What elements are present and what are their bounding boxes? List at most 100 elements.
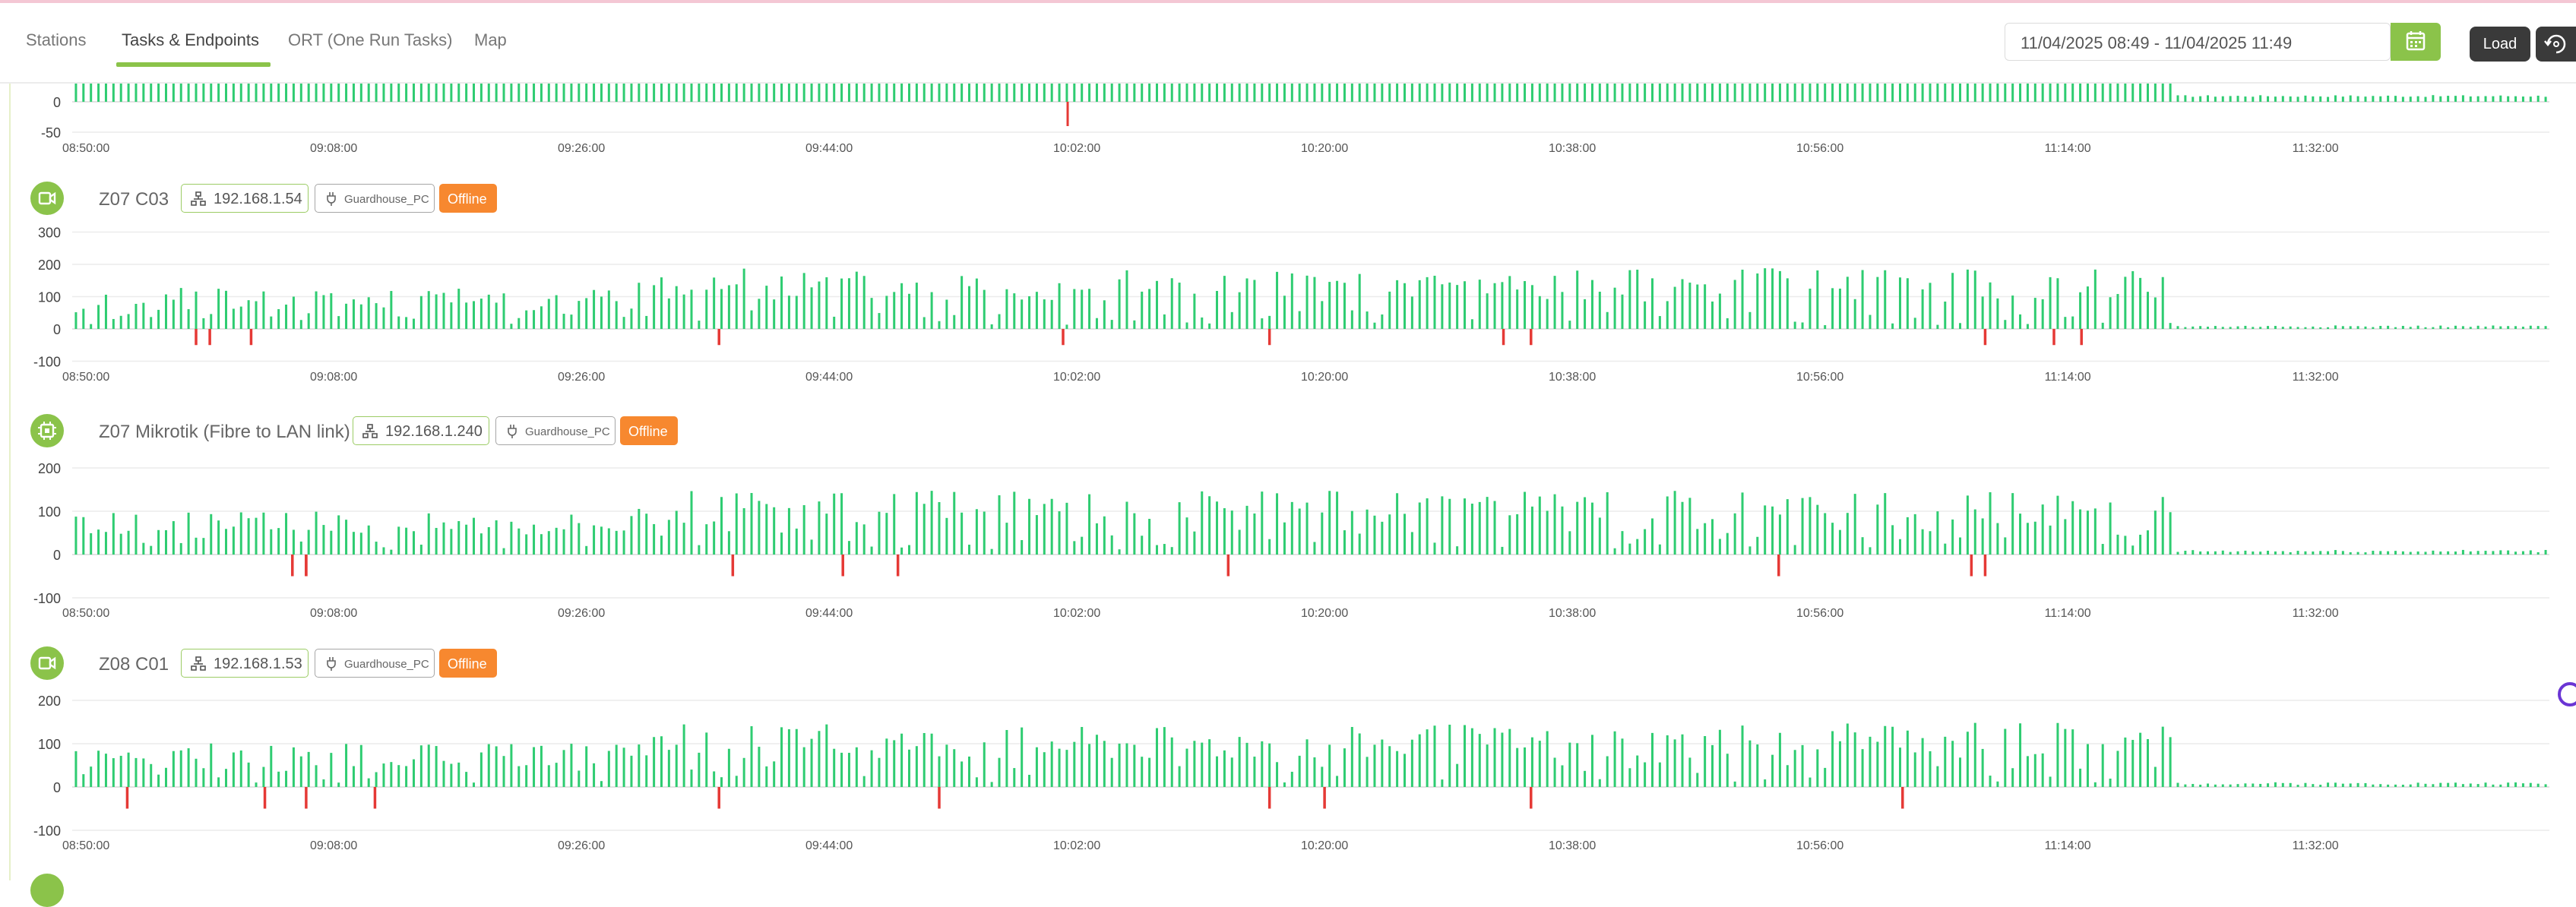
host-name: Guardhouse_PC xyxy=(525,425,610,438)
x-tick-label: 09:08:00 xyxy=(310,607,357,620)
y-tick-label: -100 xyxy=(33,823,61,839)
x-tick-label: 11:14:00 xyxy=(2045,839,2091,852)
endpoint-panel: Z07 C03 192.168.1.54 Guardhouse_PC Offli… xyxy=(0,179,2576,399)
refresh-button[interactable] xyxy=(2536,27,2576,62)
status-text: Offline xyxy=(448,656,487,672)
y-tick-label: 200 xyxy=(38,461,61,476)
x-tick-label: 10:20:00 xyxy=(1301,371,1348,384)
camera-icon xyxy=(30,182,64,215)
network-icon xyxy=(362,424,378,438)
y-tick-label: -100 xyxy=(33,591,61,606)
x-tick-label: 10:02:00 xyxy=(1053,142,1100,155)
endpoint-name: Z07 Mikrotik (Fibre to LAN link) xyxy=(99,422,350,442)
next-panel-icon xyxy=(30,874,64,907)
date-range-text: 11/04/2025 08:49 - 11/04/2025 11:49 xyxy=(2021,33,2293,52)
tab-stations[interactable]: Stations xyxy=(26,30,87,49)
ip-address: 192.168.1.240 xyxy=(385,423,483,440)
status-badge: Offline xyxy=(620,416,678,445)
host-badge: Guardhouse_PC xyxy=(315,649,435,678)
load-button[interactable]: Load xyxy=(2470,27,2530,62)
x-tick-label: 09:26:00 xyxy=(558,839,605,852)
x-tick-label: 08:50:00 xyxy=(62,839,109,852)
y-tick-label: -100 xyxy=(33,355,61,370)
x-tick-label: 09:44:00 xyxy=(805,839,853,852)
endpoint-panel: Z07 Mikrotik (Fibre to LAN link) 192.168… xyxy=(0,411,2576,631)
endpoint-panel: 0 -50 08:50:00 09:08:00 09:26:00 09:44:00 10:0… xyxy=(0,82,2576,167)
host-name: Guardhouse_PC xyxy=(344,193,429,206)
x-tick-label: 11:32:00 xyxy=(2293,371,2339,384)
status-text: Offline xyxy=(628,424,668,439)
x-tick-label: 09:44:00 xyxy=(805,371,853,384)
x-tick-label: 10:38:00 xyxy=(1549,371,1596,384)
left-guide-line xyxy=(9,82,11,880)
x-tick-label: 09:26:00 xyxy=(558,607,605,620)
status-text: Offline xyxy=(448,191,487,207)
ip-badge: 192.168.1.53 xyxy=(181,649,309,678)
ip-badge: 192.168.1.240 xyxy=(353,416,489,445)
y-tick-label: 200 xyxy=(38,694,61,709)
tab-tasks-endpoints[interactable]: Tasks & Endpoints xyxy=(122,30,259,49)
x-tick-label: 11:32:00 xyxy=(2293,839,2339,852)
x-tick-label: 10:02:00 xyxy=(1053,371,1100,384)
y-tick-label: 200 xyxy=(38,258,61,273)
tab-map[interactable]: Map xyxy=(474,30,507,49)
tab-ort[interactable]: ORT (One Run Tasks) xyxy=(288,30,453,49)
refresh-icon xyxy=(2544,34,2566,54)
x-tick-label: 08:50:00 xyxy=(62,142,109,155)
x-tick-label: 08:50:00 xyxy=(62,371,109,384)
x-tick-label: 09:08:00 xyxy=(310,839,357,852)
plug-icon xyxy=(508,425,517,438)
x-tick-label: 10:56:00 xyxy=(1796,142,1843,155)
x-tick-label: 11:14:00 xyxy=(2045,142,2091,155)
x-tick-label: 09:08:00 xyxy=(310,371,357,384)
x-tick-label: 10:56:00 xyxy=(1796,371,1843,384)
x-tick-label: 10:38:00 xyxy=(1549,607,1596,620)
plug-icon xyxy=(327,657,336,671)
host-name: Guardhouse_PC xyxy=(344,658,429,671)
y-tick-label: 0 xyxy=(53,548,61,563)
endpoint-name: Z08 C01 xyxy=(99,654,169,675)
x-tick-label: 09:26:00 xyxy=(558,371,605,384)
y-tick-label: 0 xyxy=(53,322,61,337)
x-tick-label: 11:14:00 xyxy=(2045,607,2091,620)
calendar-button[interactable] xyxy=(2391,23,2441,61)
x-tick-label: 10:38:00 xyxy=(1549,839,1596,852)
host-badge: Guardhouse_PC xyxy=(315,184,435,213)
y-tick-label: 100 xyxy=(38,290,61,305)
active-tab-indicator xyxy=(116,62,271,67)
network-icon xyxy=(191,191,206,206)
top-accent-line xyxy=(0,0,2576,3)
status-badge: Offline xyxy=(439,184,497,213)
x-tick-label: 10:56:00 xyxy=(1796,607,1843,620)
ip-address: 192.168.1.54 xyxy=(214,191,302,207)
assistant-launcher-icon[interactable] xyxy=(2558,682,2576,706)
y-tick-label: 300 xyxy=(38,226,61,241)
ip-badge: 192.168.1.54 xyxy=(181,184,309,213)
x-tick-label: 11:14:00 xyxy=(2045,371,2091,384)
ip-address: 192.168.1.53 xyxy=(214,656,302,672)
x-tick-label: 08:50:00 xyxy=(62,607,109,620)
date-range-input[interactable]: 11/04/2025 08:49 - 11/04/2025 11:49 xyxy=(2005,23,2391,61)
x-tick-label: 10:02:00 xyxy=(1053,839,1100,852)
calendar-icon xyxy=(2406,31,2426,51)
x-tick-label: 11:32:00 xyxy=(2293,142,2339,155)
x-tick-label: 10:38:00 xyxy=(1549,142,1596,155)
x-tick-label: 10:20:00 xyxy=(1301,607,1348,620)
header-bar: Stations Tasks & Endpoints ORT (One Run … xyxy=(0,3,2576,84)
y-tick-label: 100 xyxy=(38,504,61,520)
status-badge: Offline xyxy=(439,649,497,678)
y-tick-label: 100 xyxy=(38,737,61,752)
x-tick-label: 11:32:00 xyxy=(2293,607,2339,620)
y-tick-label: 0 xyxy=(53,780,61,795)
endpoint-name: Z07 C03 xyxy=(99,189,169,210)
x-tick-label: 09:08:00 xyxy=(310,142,357,155)
endpoint-panel: Z08 C01 192.168.1.53 Guardhouse_PC Offli… xyxy=(0,643,2576,864)
x-tick-label: 10:56:00 xyxy=(1796,839,1843,852)
x-tick-label: 10:20:00 xyxy=(1301,839,1348,852)
x-tick-label: 10:20:00 xyxy=(1301,142,1348,155)
x-tick-label: 10:02:00 xyxy=(1053,607,1100,620)
plug-icon xyxy=(327,192,336,206)
network-icon xyxy=(191,656,206,671)
